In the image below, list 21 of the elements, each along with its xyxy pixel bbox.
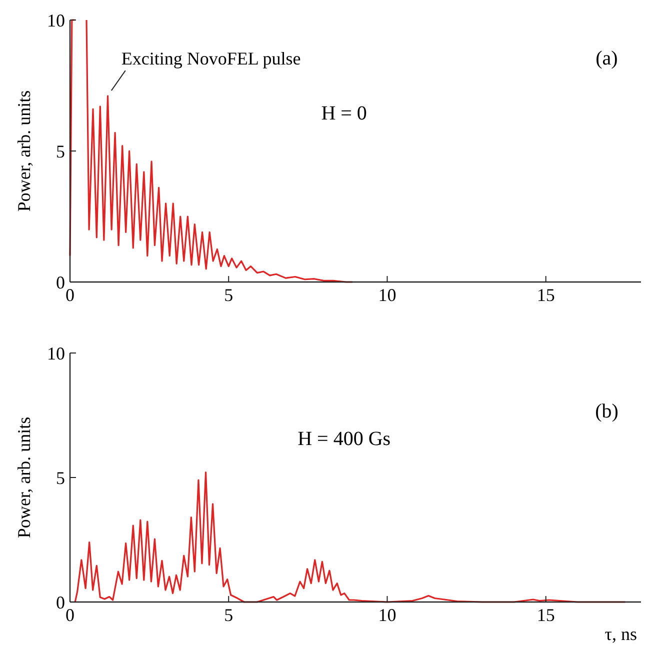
x-tick-label: 10	[378, 605, 396, 625]
y-tick-label: 5	[56, 141, 65, 162]
y-tick-label: 0	[56, 592, 65, 612]
annotation: H = 400 Gs	[298, 428, 391, 450]
annotation: (a)	[596, 48, 618, 70]
x-tick-label: 5	[224, 285, 234, 305]
line-series	[74, 471, 626, 603]
y-axis-title: Power, arb. units	[14, 416, 34, 538]
y-tick-label: 10	[47, 343, 65, 364]
y-tick-label: 0	[56, 272, 65, 292]
x-tick-label: 10	[378, 285, 396, 305]
annotation: Exciting NovoFEL pulse	[121, 48, 301, 69]
annotation: H = 0	[321, 102, 367, 125]
annotation: (b)	[595, 400, 618, 423]
y-tick-label: 10	[47, 10, 65, 30]
x-tick-label: 5	[224, 605, 234, 625]
x-tick-label: 15	[536, 605, 555, 625]
x-tick-label: 15	[536, 285, 555, 305]
y-axis-title: Power, arb. units	[14, 90, 34, 212]
y-tick-label: 5	[56, 468, 65, 488]
x-axis-title: τ, ns	[604, 624, 637, 644]
